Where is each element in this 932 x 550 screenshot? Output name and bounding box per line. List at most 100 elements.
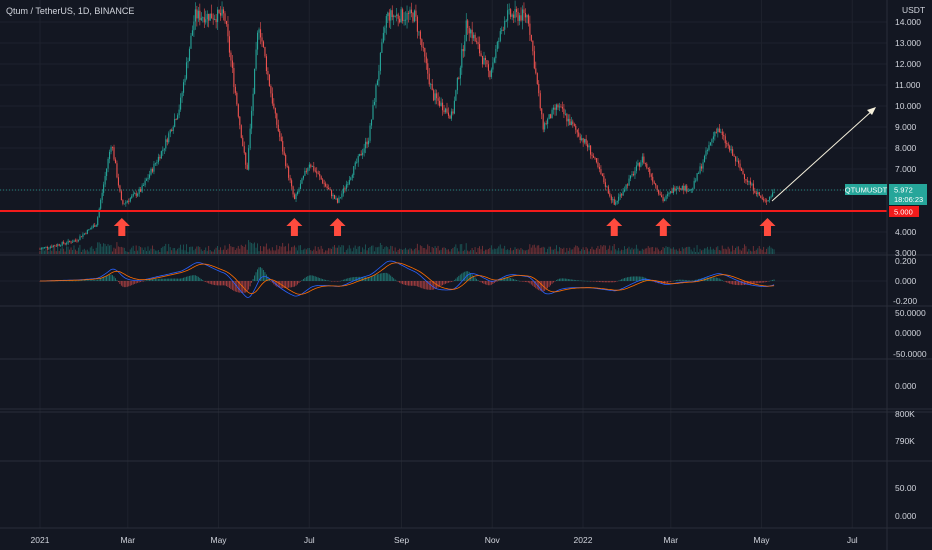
macd-histogram-bar — [706, 277, 708, 281]
macd-histogram-bar — [560, 278, 562, 281]
volume-bar — [693, 247, 695, 254]
volume-bar — [511, 250, 513, 254]
projection-arrow[interactable] — [771, 107, 876, 202]
price-axis[interactable]: USDT — [902, 5, 925, 15]
candle-body — [591, 154, 593, 156]
support-arrow-icon — [759, 218, 776, 236]
macd-histogram-bar — [162, 278, 164, 281]
candle-body — [276, 113, 278, 125]
candle-body — [365, 141, 367, 149]
volume-bar — [83, 248, 85, 254]
candle-body — [581, 138, 583, 141]
countdown-text: 18:06:23 — [894, 195, 923, 204]
volume-bar — [243, 247, 245, 254]
time-axis[interactable]: 2021 Mar May Jul Sep Nov 2022 Mar May Jul — [31, 535, 858, 545]
candle-body — [692, 188, 694, 190]
candle-body — [409, 9, 411, 14]
volume-bar — [452, 248, 454, 254]
macd-histogram-bar — [593, 281, 594, 282]
volume-bar — [311, 251, 313, 254]
volume-bar — [168, 243, 170, 254]
volume-bar — [88, 251, 90, 254]
candle-body — [153, 163, 155, 172]
macd-histogram-bar — [328, 280, 329, 282]
macd-histogram-bar — [190, 275, 192, 281]
macd-histogram-bar — [455, 278, 457, 281]
candle-body — [550, 114, 552, 119]
macd-histogram-bar — [419, 281, 421, 288]
volume-bar — [338, 245, 340, 254]
candle-body — [165, 139, 167, 149]
candle-body — [117, 177, 119, 186]
volume-bar — [113, 247, 115, 254]
volume-bar — [662, 247, 664, 254]
macd-histogram-bar — [638, 276, 640, 281]
macd-histogram-bar — [265, 274, 267, 281]
candle-body — [647, 167, 649, 170]
macd-histogram-bar — [193, 275, 195, 281]
candle-body — [39, 248, 41, 250]
volume-bar — [345, 250, 347, 254]
candle-body — [79, 236, 81, 240]
macd-histogram-bar — [464, 271, 466, 281]
volume-bar — [282, 242, 284, 254]
candle-body — [100, 199, 102, 209]
volume-bar — [424, 247, 426, 254]
candle-body — [55, 245, 57, 247]
macd-histogram-bar — [489, 281, 491, 286]
candle-body — [148, 174, 151, 178]
volume-bar — [573, 247, 575, 254]
candle-body — [252, 93, 254, 111]
price-tick-label: 4.000 — [895, 227, 917, 237]
volume-bar — [292, 246, 294, 254]
macd-histogram-bar — [675, 279, 677, 281]
candle-body — [474, 34, 476, 42]
volume-bar — [112, 251, 113, 254]
candle-body — [502, 29, 504, 31]
volume-bar — [119, 247, 121, 254]
macd-histogram-bar — [684, 279, 686, 281]
candle-body — [542, 114, 544, 130]
volume-bar — [498, 246, 500, 254]
candle-body — [706, 150, 709, 151]
macd-histogram-bar — [77, 280, 79, 282]
candle-body — [277, 124, 279, 132]
volume-bar — [325, 250, 327, 254]
candle-body — [172, 126, 174, 131]
volume-bar — [590, 248, 591, 254]
candle-body — [109, 151, 111, 159]
volume-bar — [752, 246, 754, 254]
candle-body — [313, 166, 315, 171]
last-price-text: 5.972 — [894, 186, 913, 195]
candle-body — [495, 48, 497, 59]
volume-bar — [40, 247, 42, 254]
candle-body — [721, 131, 723, 135]
candle-body — [122, 200, 124, 204]
volume-bar — [538, 245, 540, 254]
candle-body — [730, 149, 732, 151]
volume-bar — [430, 252, 432, 254]
candle-body — [588, 145, 590, 148]
panel3-tick-top: 50.0000 — [895, 308, 926, 318]
support-arrow-icon — [329, 218, 346, 236]
volume-bar — [772, 248, 773, 254]
macd-histogram-bar — [132, 281, 134, 285]
candle-body — [63, 242, 65, 244]
candle-body — [106, 168, 108, 177]
candle-body — [70, 241, 72, 243]
macd-histogram-bar — [388, 274, 390, 281]
candle-body — [82, 234, 84, 237]
candle-body — [178, 109, 180, 116]
macd-histogram-bar — [178, 278, 180, 281]
macd-histogram-bar — [199, 277, 201, 281]
candle-body — [727, 143, 729, 146]
macd-histogram-bar — [723, 280, 725, 282]
volume-bar — [106, 246, 107, 254]
candle-body — [751, 183, 753, 185]
price-tick-label: 12.000 — [895, 59, 921, 69]
candle-body — [262, 41, 265, 47]
volume-bar — [70, 247, 72, 254]
candle-body — [585, 138, 587, 145]
candle-body — [601, 174, 603, 176]
